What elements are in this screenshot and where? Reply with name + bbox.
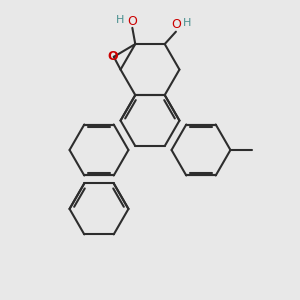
Text: O: O xyxy=(127,15,137,28)
Text: H: H xyxy=(183,18,191,28)
Text: O: O xyxy=(107,50,118,63)
Text: O: O xyxy=(172,18,182,32)
Text: H: H xyxy=(116,15,125,25)
